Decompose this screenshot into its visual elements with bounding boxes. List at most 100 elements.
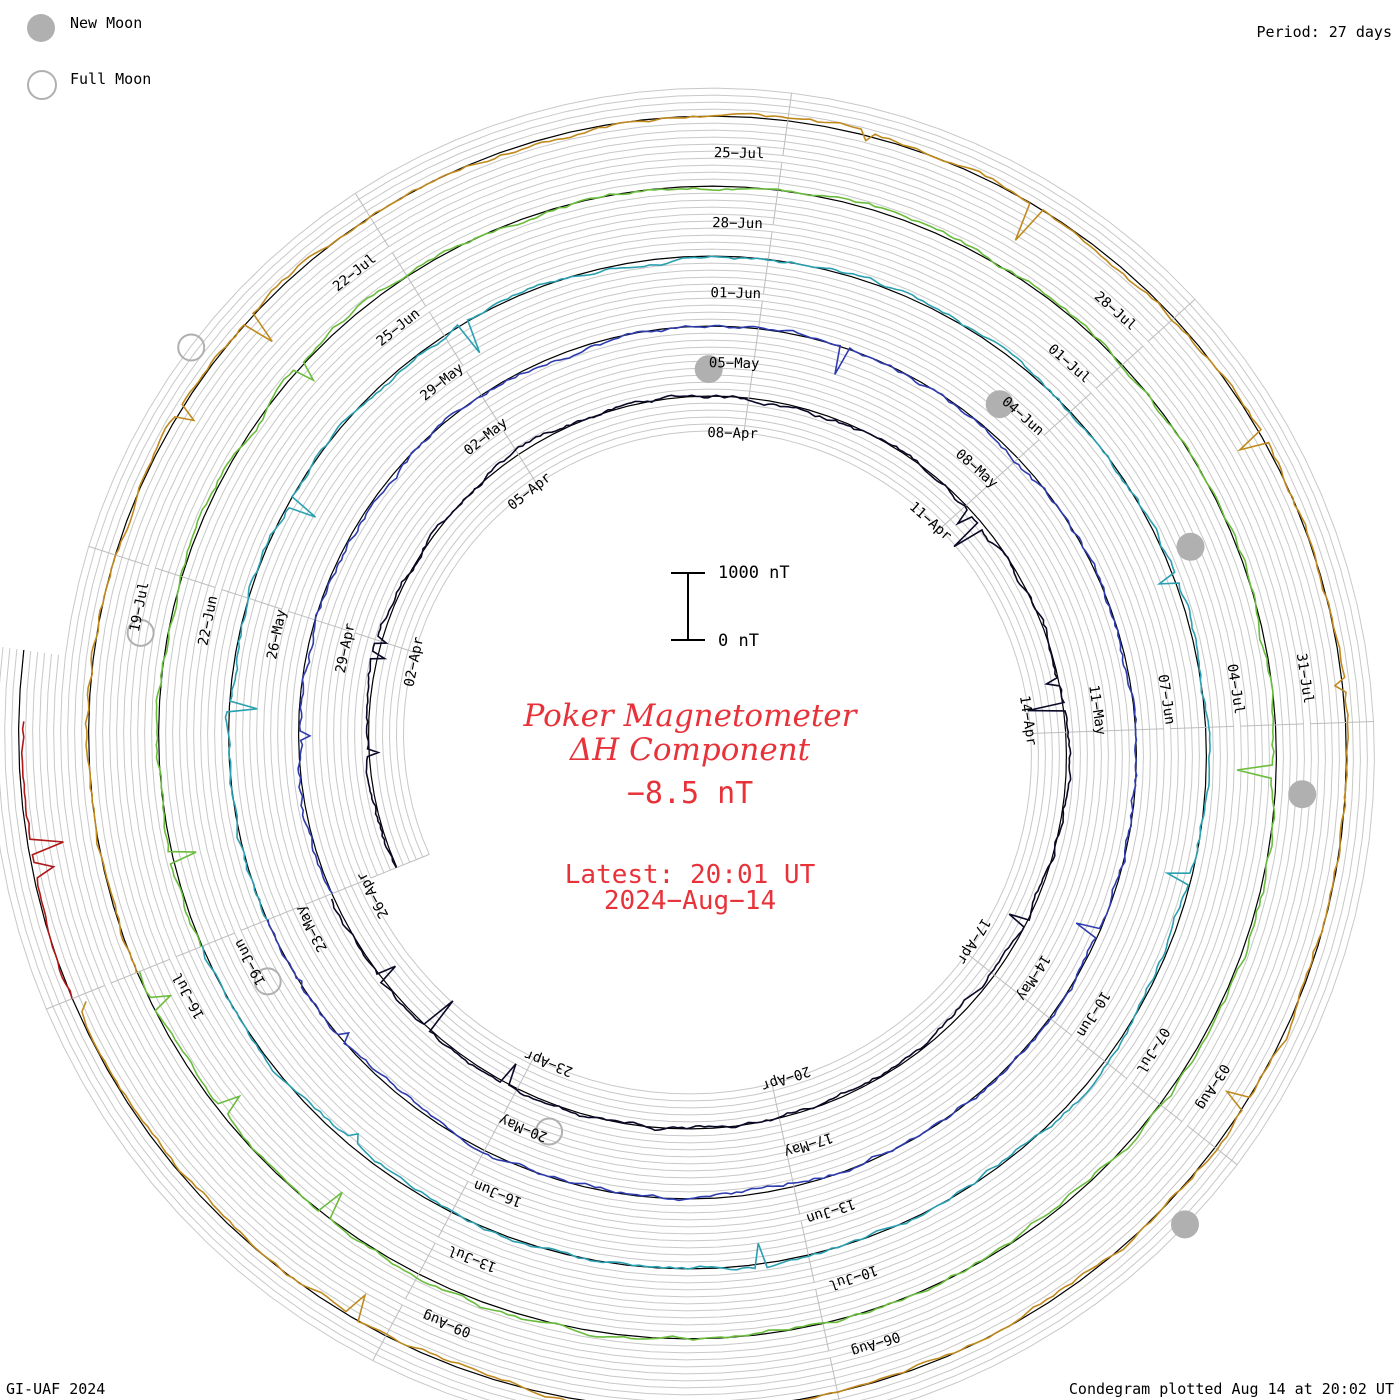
radial-gridline <box>753 300 763 364</box>
radial-gridline <box>470 1119 502 1176</box>
radial-gridline <box>354 193 390 247</box>
radial-gridline <box>1310 721 1374 725</box>
spiral-gridline <box>11 108 1354 1400</box>
spiral-gridline <box>4 101 1361 1400</box>
full-moon-marker <box>253 967 282 996</box>
scale-bar <box>671 572 705 641</box>
radial-gridline <box>1132 1082 1183 1122</box>
radial-gridline <box>88 545 149 567</box>
latest-date: 2024−Aug−14 <box>603 886 777 916</box>
radial-gridline <box>221 589 282 610</box>
radial-gridline <box>370 853 430 879</box>
moon-markers <box>126 333 1317 1239</box>
new-moon-marker <box>694 355 723 384</box>
date-tick-label: 08−Apr <box>707 425 758 442</box>
chart-title: Poker Magnetometer <box>523 698 857 734</box>
date-tick-label: 02−Apr <box>401 636 427 689</box>
radial-gridline <box>503 430 538 485</box>
full-moon-legend-label: Full Moon <box>70 70 152 88</box>
radial-gridline <box>155 567 216 588</box>
chart-subtitle: ΔH Component <box>569 732 811 768</box>
data-lines <box>20 112 1350 1400</box>
radial-gridline <box>372 1304 403 1361</box>
radial-gridline <box>762 231 773 295</box>
new-moon-marker <box>1171 1210 1199 1239</box>
date-tick-label: 13−Jul <box>446 1242 499 1275</box>
radial-gridline <box>391 252 427 307</box>
radial-gridline <box>288 610 349 632</box>
radial-gridline <box>1170 725 1234 730</box>
latest-time: Latest: 20:01 UT <box>564 860 816 890</box>
new-moon-marker <box>985 390 1014 419</box>
spiral-gridline <box>46 143 1319 1382</box>
date-tick-label: 11−Apr <box>906 499 955 544</box>
spiral-gridline <box>39 136 1326 1389</box>
new-moon-marker <box>1176 532 1205 561</box>
new-moon-legend-label: New Moon <box>70 14 143 32</box>
radial-gridline <box>939 486 988 530</box>
radial-gridline <box>1021 996 1073 1036</box>
radial-gridline <box>175 932 235 958</box>
series-line-cycle-2 <box>267 324 1138 1202</box>
date-tick-label: 06−Aug <box>849 1328 902 1359</box>
series-line-cycle-6 <box>20 721 73 999</box>
radial-gridline <box>1187 1125 1238 1166</box>
period-label: Period: 27 days <box>1256 23 1392 41</box>
series-line-cycle-1 <box>330 394 1072 1132</box>
spiral-gridline <box>32 129 1333 1396</box>
spiral-gridline <box>0 87 1375 1400</box>
full-moon-marker <box>126 618 155 647</box>
date-tick-label: 23−Apr <box>522 1046 575 1079</box>
radial-gridline <box>815 1289 830 1352</box>
date-tick-label: 25−Jul <box>714 145 765 162</box>
radial-gridline <box>829 1357 840 1400</box>
date-tick-label: 28−Jun <box>712 215 763 232</box>
credit-label: GI-UAF 2024 <box>6 1380 106 1398</box>
radial-gridline <box>1240 723 1304 727</box>
radial-gridline <box>1030 730 1094 734</box>
scale-top-label: 1000 nT <box>718 563 790 583</box>
radial-gridline <box>405 1242 436 1300</box>
new-moon-legend-icon <box>27 14 55 42</box>
spiral-gridline <box>53 150 1312 1375</box>
date-tick-label: 20−May <box>497 1111 550 1144</box>
radial-gridline <box>991 439 1040 483</box>
radial-gridline <box>111 958 170 984</box>
radial-gridline <box>771 1083 786 1146</box>
date-tick-label: 11−May <box>1085 684 1108 736</box>
date-tick-label: 05−May <box>709 355 760 372</box>
series-line-cycle-5 <box>81 112 1350 1400</box>
date-tick-label: 10−Jul <box>827 1262 880 1293</box>
series-line-cycle-3 <box>201 255 1211 1271</box>
date-tick-label: 04−Jul <box>1224 663 1247 715</box>
date-tick-label: 31−Jul <box>1293 652 1316 704</box>
radial-gridline <box>305 880 365 905</box>
date-tick-label: 09−Aug <box>420 1307 473 1340</box>
spiral-gridline <box>0 94 1368 1400</box>
radial-gridline <box>503 1057 535 1114</box>
date-tick-label: 14−May <box>1013 952 1053 1004</box>
scale-bottom-label: 0 nT <box>718 631 759 651</box>
radial-gridline <box>1095 345 1144 389</box>
date-tick-label: 07−Jun <box>1154 673 1177 725</box>
radial-gridline <box>772 162 783 225</box>
radial-gridline <box>46 985 105 1010</box>
radial-gridline <box>1043 392 1092 436</box>
series-line-cycle-4 <box>138 187 1276 1341</box>
date-tick-label: 14−Apr <box>1016 694 1039 746</box>
radial-gridline <box>743 370 754 433</box>
full-moon-marker <box>535 1117 564 1146</box>
radial-gridline <box>466 371 501 426</box>
radial-gridline <box>437 1181 469 1238</box>
spiral-gridline <box>25 122 1340 1400</box>
new-moon-marker <box>1288 780 1317 809</box>
full-moon-legend-icon <box>27 70 57 100</box>
latest-value: −8.5 nT <box>626 776 754 811</box>
plotted-timestamp: Condegram plotted Aug 14 at 20:02 UT <box>1068 1380 1394 1398</box>
radial-gridline <box>240 906 300 931</box>
radial-gridline <box>1100 728 1164 732</box>
date-tick-label: 01−Jun <box>710 285 761 302</box>
date-tick-label: 16−Jun <box>471 1177 524 1210</box>
radial-gridline <box>800 1220 815 1283</box>
